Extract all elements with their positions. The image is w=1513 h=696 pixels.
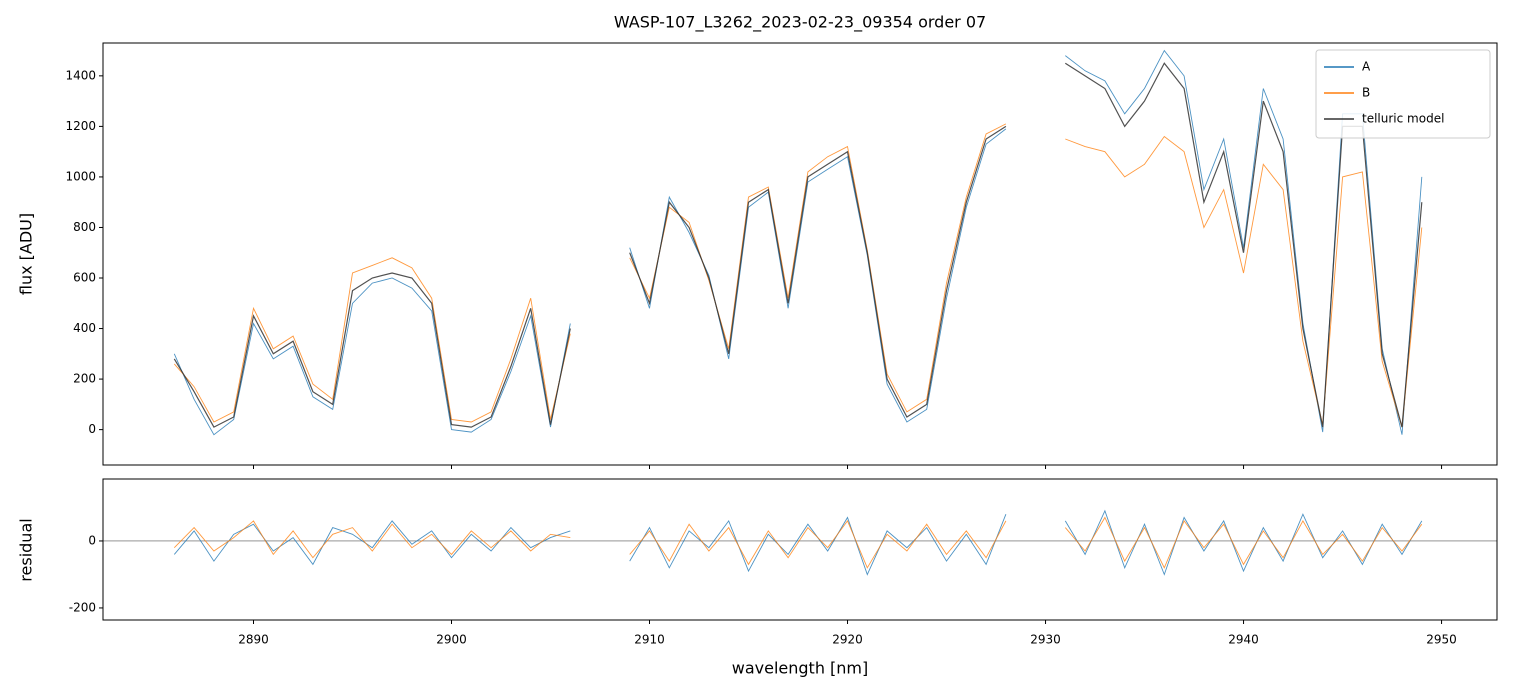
legend-label: telluric model	[1362, 112, 1444, 126]
y-tick-label: 200	[73, 372, 96, 386]
y-tick-label: 0	[88, 422, 96, 436]
x-tick-label: 2910	[634, 633, 665, 647]
y-tick-label: 400	[73, 321, 96, 335]
y-tick-label: 0	[88, 533, 96, 547]
x-tick-label: 2930	[1030, 633, 1061, 647]
chart-title: WASP-107_L3262_2023-02-23_09354 order 07	[614, 13, 986, 33]
series-line	[173, 516, 1423, 569]
y-tick-label: 1200	[65, 119, 96, 133]
y-tick-label: 1400	[65, 68, 96, 82]
series-line	[173, 123, 1423, 428]
y-tick-label: 600	[73, 271, 96, 285]
axes-frame	[102, 478, 1498, 621]
y-tick-label: 1000	[65, 169, 96, 183]
y-axis-label: flux [ADU]	[17, 213, 36, 295]
x-axis-label: wavelength [nm]	[732, 659, 869, 678]
plot-area	[173, 49, 1423, 436]
legend-box	[1315, 49, 1491, 139]
y-tick-label: 800	[73, 220, 96, 234]
x-tick-label: 2950	[1426, 633, 1457, 647]
y-tick-label: -200	[69, 600, 96, 614]
y-axis-label: residual	[17, 518, 36, 581]
x-tick-label: 2920	[832, 633, 863, 647]
legend-label: A	[1362, 60, 1371, 74]
plot-area	[103, 509, 1497, 576]
x-tick-label: 2890	[238, 633, 269, 647]
legend-label: B	[1362, 86, 1370, 100]
x-tick-label: 2940	[1228, 633, 1259, 647]
x-tick-label: 2900	[436, 633, 467, 647]
axes-frame	[102, 42, 1498, 466]
